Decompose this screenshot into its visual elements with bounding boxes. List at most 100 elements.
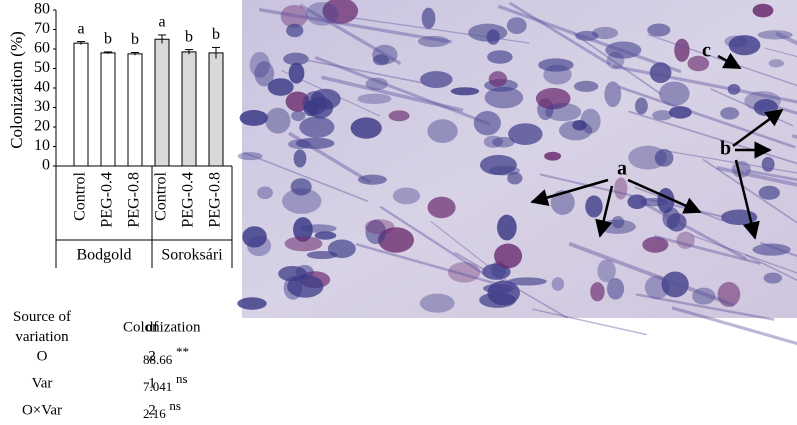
hypha — [767, 103, 797, 115]
stained-cell — [585, 195, 603, 218]
micrograph-label: c — [702, 40, 711, 62]
hypha — [299, 3, 402, 65]
stained-cell — [357, 174, 387, 185]
y-tick-label: 10 — [34, 137, 50, 154]
hypha — [379, 205, 488, 277]
stained-cell — [597, 259, 616, 283]
y-tick-label: 20 — [34, 118, 50, 135]
stained-cell — [322, 0, 359, 24]
group-label: Soroksári — [161, 247, 223, 264]
stained-cell — [239, 109, 268, 126]
hypha — [288, 131, 372, 184]
stained-cell — [492, 136, 515, 148]
stained-cell — [614, 177, 628, 200]
significance-letter: b — [131, 31, 139, 48]
x-tick-label: PEG-0.8 — [207, 172, 224, 228]
stained-cell — [606, 278, 625, 300]
x-tick-label: Control — [72, 171, 89, 220]
bar — [73, 42, 89, 167]
stained-cell — [573, 80, 599, 92]
stained-cell — [364, 219, 395, 235]
hypha — [702, 158, 797, 224]
stained-cell — [497, 214, 517, 241]
stained-cell — [287, 274, 324, 298]
stained-cell — [611, 215, 625, 229]
stained-cell — [280, 4, 308, 28]
stained-cell — [752, 3, 774, 18]
stained-cell — [286, 23, 304, 38]
stained-cell — [676, 231, 695, 249]
bar — [127, 53, 143, 167]
stained-cell — [392, 187, 421, 205]
stained-cell — [550, 190, 575, 215]
stained-cell — [544, 151, 562, 161]
stained-cell — [306, 250, 338, 260]
stained-cell — [365, 219, 387, 245]
stained-cell — [473, 111, 501, 136]
stained-cell — [720, 107, 740, 120]
stained-cell — [580, 108, 601, 134]
hypha — [764, 47, 797, 58]
stained-cell — [290, 178, 312, 196]
x-tick-label: PEG-0.4 — [99, 172, 116, 228]
stained-cell — [237, 152, 263, 161]
hypha — [635, 293, 775, 321]
y-tick-label: 0 — [42, 157, 50, 174]
stained-cell — [635, 97, 648, 115]
stained-cell — [484, 86, 524, 109]
hypha — [497, 4, 682, 74]
stained-cell — [508, 123, 543, 145]
stained-cell — [421, 7, 436, 29]
stained-cell — [483, 283, 514, 294]
y-tick-label: 50 — [34, 59, 50, 76]
bar — [181, 51, 197, 167]
hypha — [355, 242, 516, 291]
stained-cell — [687, 55, 710, 72]
stained-cell — [295, 137, 335, 149]
hypha — [671, 306, 797, 346]
stained-cell — [357, 93, 392, 105]
stained-cell — [488, 71, 508, 87]
stained-cell — [507, 172, 523, 185]
stained-cell — [728, 35, 761, 56]
stained-cell — [590, 282, 605, 302]
stained-cell — [668, 106, 692, 119]
stained-cell — [249, 51, 270, 78]
hypha — [243, 151, 369, 203]
stained-cell — [254, 61, 275, 87]
stained-cell — [247, 235, 272, 257]
stained-cell — [652, 110, 673, 121]
stained-cell — [507, 277, 547, 286]
hypha — [532, 308, 647, 336]
table-cell: 2.16 — [143, 406, 166, 421]
stained-cell — [489, 165, 521, 176]
hypha — [321, 75, 464, 113]
stained-cell — [487, 50, 513, 64]
stained-cell — [763, 272, 783, 284]
significance-letter: b — [212, 26, 220, 43]
table: Source of variation df Colonization — [13, 309, 201, 345]
stained-cell — [314, 231, 337, 240]
stained-cell — [291, 110, 306, 122]
significance-mark: ns — [169, 398, 181, 413]
hypha — [653, 234, 761, 265]
stained-cell — [284, 236, 323, 252]
bar — [100, 52, 116, 167]
stained-cell — [242, 226, 267, 248]
stained-cell — [293, 217, 313, 242]
stained-cell — [727, 83, 741, 95]
micrograph — [237, 0, 797, 346]
stained-cell — [448, 261, 481, 283]
x-tick-label: PEG-0.4 — [180, 172, 197, 228]
micrograph-background — [242, 0, 797, 318]
stained-cell — [350, 117, 382, 139]
stained-cell — [572, 120, 587, 131]
stained-cell — [420, 71, 453, 88]
stained-cell — [649, 62, 672, 83]
hypha — [744, 253, 797, 281]
stained-cell — [237, 297, 267, 310]
stained-cell — [427, 119, 458, 143]
stained-cell — [768, 59, 785, 68]
stained-cell — [642, 236, 669, 253]
